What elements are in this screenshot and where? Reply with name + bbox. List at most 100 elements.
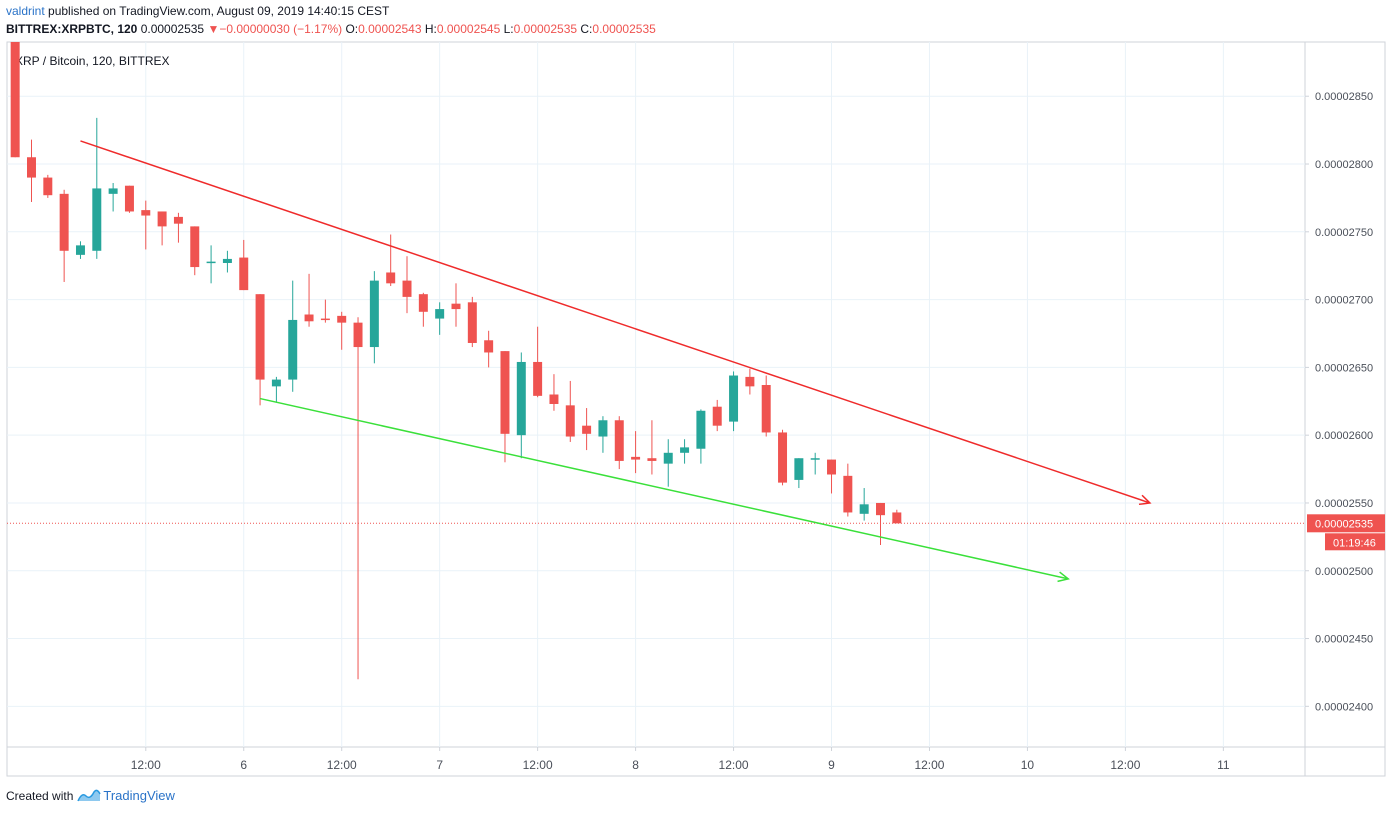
candle bbox=[745, 368, 755, 395]
candle-body bbox=[271, 379, 281, 387]
candle bbox=[843, 463, 853, 517]
publisher-line: valdrint published on TradingView.com, A… bbox=[6, 4, 389, 18]
price-tick-label: 0.00002450 bbox=[1315, 634, 1373, 646]
candles bbox=[10, 42, 902, 680]
price-tick-label: 0.00002750 bbox=[1315, 227, 1373, 239]
candle-body bbox=[402, 280, 412, 297]
candle-body bbox=[467, 302, 477, 343]
candle-body bbox=[10, 42, 20, 158]
candle bbox=[353, 317, 363, 680]
candle bbox=[696, 409, 706, 464]
candle-body bbox=[206, 261, 216, 264]
candle-body bbox=[418, 294, 428, 312]
candle-body bbox=[59, 193, 69, 251]
grid-lines bbox=[7, 42, 1305, 747]
candle bbox=[451, 283, 461, 327]
candle bbox=[141, 200, 151, 250]
candle-body bbox=[663, 452, 673, 464]
candle-body bbox=[598, 420, 608, 437]
price-tick-label: 0.00002650 bbox=[1315, 362, 1373, 374]
candle-body bbox=[173, 216, 183, 224]
candle bbox=[435, 302, 445, 335]
candle-body bbox=[386, 272, 396, 284]
candle bbox=[157, 211, 167, 246]
candle-body bbox=[75, 245, 85, 255]
candle bbox=[794, 458, 804, 489]
candle-body bbox=[157, 211, 167, 227]
candle bbox=[320, 299, 330, 323]
candle-body bbox=[124, 185, 134, 212]
candle-body bbox=[239, 257, 249, 291]
candle bbox=[892, 509, 902, 524]
price-tick-label: 0.00002550 bbox=[1315, 498, 1373, 510]
time-tick-label: 12:00 bbox=[914, 758, 944, 772]
candle-body bbox=[304, 314, 314, 322]
candle-body bbox=[729, 375, 739, 422]
candle-body bbox=[745, 376, 755, 387]
candle bbox=[500, 351, 510, 463]
time-tick-label: 12:00 bbox=[131, 758, 161, 772]
candle-body bbox=[827, 459, 837, 475]
candle bbox=[614, 416, 624, 470]
candle-body bbox=[484, 340, 494, 353]
candle-body bbox=[516, 361, 526, 436]
candle bbox=[386, 234, 396, 287]
price-tick-label: 0.00002850 bbox=[1315, 91, 1373, 103]
candle bbox=[304, 273, 314, 327]
candle-body bbox=[843, 475, 853, 513]
candle bbox=[549, 374, 559, 411]
candle-body bbox=[222, 258, 232, 263]
symbol-info-line: BITTREX:XRPBTC, 120 0.00002535 ▼−0.00000… bbox=[6, 22, 656, 36]
created-with-text: Created with bbox=[6, 788, 74, 803]
trendline-lower-line bbox=[259, 397, 1069, 580]
candle-body bbox=[549, 394, 559, 404]
candle bbox=[484, 330, 494, 368]
candle-body bbox=[451, 303, 461, 310]
tradingview-brand-link[interactable]: TradingView bbox=[103, 788, 175, 803]
candle bbox=[43, 174, 53, 198]
candle-body bbox=[288, 319, 298, 380]
candle bbox=[876, 502, 885, 545]
close-label: C: bbox=[580, 22, 593, 36]
trendline-lower-arrow bbox=[1057, 571, 1070, 583]
candle bbox=[565, 380, 575, 442]
price-change: −0.00000030 (−1.17%) bbox=[219, 22, 343, 36]
published-text: published on TradingView.com, August 09,… bbox=[48, 4, 390, 18]
candle-body bbox=[533, 361, 543, 396]
candle bbox=[206, 245, 216, 284]
last-price-tag: 0.00002535 01:19:46 bbox=[1307, 514, 1385, 551]
chart-frame bbox=[6, 41, 1386, 777]
price-tick-label: 0.00002600 bbox=[1315, 430, 1373, 442]
candle bbox=[271, 376, 281, 403]
candle bbox=[418, 292, 428, 327]
candle bbox=[859, 488, 869, 521]
candle bbox=[533, 326, 543, 398]
down-arrow-icon: ▼ bbox=[207, 22, 220, 36]
last-price-tag-bg bbox=[1307, 514, 1385, 533]
candle bbox=[598, 416, 608, 453]
candle bbox=[92, 117, 102, 259]
price-tick-label: 0.00002800 bbox=[1315, 159, 1373, 171]
countdown-tag-bg bbox=[1325, 533, 1385, 551]
price-tick-label: 0.00002400 bbox=[1315, 701, 1373, 713]
candle bbox=[190, 226, 200, 276]
time-tick-label: 9 bbox=[828, 758, 835, 772]
candle bbox=[59, 189, 69, 282]
candle bbox=[239, 239, 249, 291]
countdown-tag-label: 01:19:46 bbox=[1333, 537, 1376, 549]
author-name[interactable]: valdrint bbox=[6, 4, 45, 18]
candle-body bbox=[810, 458, 820, 460]
footer: Created with TradingView bbox=[6, 788, 175, 803]
price-tick-label: 0.00002500 bbox=[1315, 566, 1373, 578]
candle bbox=[337, 311, 347, 350]
open-value: 0.00002543 bbox=[358, 22, 422, 36]
candle-body bbox=[353, 322, 363, 348]
candle bbox=[761, 375, 771, 437]
candle bbox=[647, 420, 657, 475]
candle bbox=[402, 256, 412, 314]
last-price: 0.00002535 bbox=[140, 22, 205, 36]
candle bbox=[810, 452, 820, 475]
candle-body bbox=[712, 406, 722, 426]
candle bbox=[75, 241, 85, 259]
